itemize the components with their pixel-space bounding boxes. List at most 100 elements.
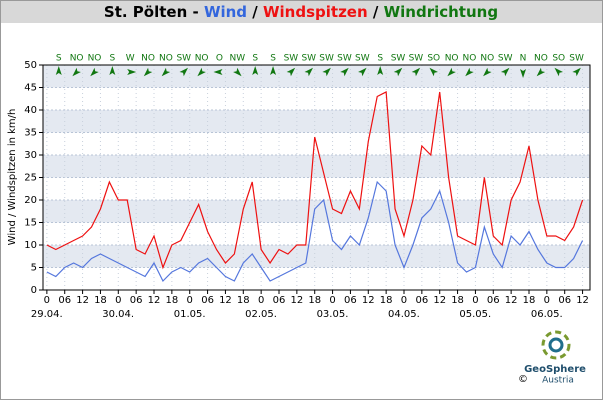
direction-label: NO [463, 54, 477, 64]
x-tick-label: 0 [44, 295, 50, 306]
direction-label: SW [355, 54, 370, 64]
direction-arrow [393, 67, 403, 77]
date-label: 02.05. [245, 309, 277, 320]
x-tick-label: 18 [94, 295, 107, 306]
direction-arrow [161, 67, 171, 77]
direction-label: NO [70, 54, 84, 64]
direction-label: NO [159, 54, 173, 64]
x-tick-label: 06 [130, 295, 143, 306]
direction-arrow [90, 67, 99, 77]
direction-arrow [572, 67, 581, 77]
direction-arrow [109, 66, 116, 75]
direction-arrow [286, 67, 296, 77]
plot-border [42, 64, 591, 291]
x-tick-label: 0 [115, 295, 121, 306]
x-tick-label: 06 [201, 295, 214, 306]
y-tick-label: 0 [31, 285, 37, 296]
logo-sub: Austria [542, 376, 574, 386]
direction-arrow [536, 67, 546, 77]
direction-label: S [252, 54, 258, 64]
direction-arrow [520, 69, 527, 78]
x-tick-label: 18 [237, 295, 250, 306]
direction-arrow [270, 66, 277, 75]
direction-label: SW [301, 54, 316, 64]
x-tick-label: 12 [219, 295, 232, 306]
direction-arrow [233, 67, 242, 77]
direction-label: NO [141, 54, 155, 64]
x-tick-label: 06 [558, 295, 571, 306]
direction-arrow [304, 67, 314, 77]
direction-arrow [411, 67, 421, 77]
x-tick-label: 0 [187, 295, 193, 306]
direction-label: S [270, 54, 276, 64]
direction-label: NW [230, 54, 246, 64]
logo-mark [541, 330, 571, 360]
date-label: 05.05. [459, 309, 491, 320]
y-tick-label: 35 [24, 128, 37, 139]
grid-band [43, 110, 590, 133]
x-tick-label: 06 [273, 295, 286, 306]
y-tick-label: 30 [24, 150, 37, 161]
direction-label: SW [337, 54, 352, 64]
logo [541, 330, 571, 360]
direction-arrow [179, 67, 189, 77]
direction-arrow [197, 67, 206, 77]
y-tick-label: 5 [31, 263, 37, 274]
direction-label: NO [480, 54, 494, 64]
x-tick-label: 12 [290, 295, 303, 306]
direction-arrow [213, 69, 223, 75]
direction-label: SW [176, 54, 191, 64]
y-tick-label: 25 [24, 173, 37, 184]
line-series [46, 180, 584, 283]
line-series [46, 91, 584, 270]
direction-arrow [127, 69, 137, 75]
date-label: 29.04. [31, 309, 63, 320]
direction-arrow [72, 67, 81, 77]
direction-arrow [322, 67, 331, 77]
direction-label: W [126, 54, 135, 64]
title-bar [1, 1, 602, 23]
x-tick-label: 18 [165, 295, 178, 306]
direction-label: NO [195, 54, 209, 64]
direction-label: S [377, 54, 383, 64]
direction-label: N [520, 54, 527, 64]
x-tick-label: 18 [380, 295, 393, 306]
y-tick-label: 45 [24, 83, 37, 94]
x-tick-label: 06 [415, 295, 428, 306]
direction-arrow [465, 67, 474, 77]
direction-label: SW [498, 54, 513, 64]
date-label: 06.05. [531, 309, 563, 320]
y-tick-label: 10 [24, 240, 37, 251]
direction-label: SW [284, 54, 299, 64]
direction-label: SO [552, 54, 565, 64]
direction-arrow [429, 67, 438, 77]
copyright: © [518, 374, 528, 385]
x-tick-label: 18 [451, 295, 464, 306]
x-tick-label: 12 [505, 295, 518, 306]
x-tick-label: 12 [576, 295, 589, 306]
x-tick-label: 06 [487, 295, 500, 306]
x-tick-label: 06 [58, 295, 71, 306]
direction-arrow [554, 67, 563, 77]
y-tick-label: 15 [24, 218, 37, 229]
x-tick-label: 0 [329, 295, 335, 306]
x-tick-label: 12 [433, 295, 446, 306]
direction-arrow [483, 67, 492, 77]
grid-band [43, 245, 590, 268]
grid-band [43, 65, 590, 88]
direction-arrow [358, 67, 367, 77]
x-tick-label: 18 [308, 295, 321, 306]
title-part: / [247, 3, 263, 21]
title-part: St. Pölten - [104, 3, 204, 21]
direction-arrow [377, 66, 384, 75]
x-tick-label: 12 [362, 295, 375, 306]
x-tick-label: 0 [258, 295, 264, 306]
grid-band [43, 155, 590, 178]
x-tick-label: 06 [344, 295, 357, 306]
x-tick-label: 18 [523, 295, 536, 306]
direction-arrow [55, 66, 62, 75]
chart-title: St. Pölten - Wind / Windspitzen / Windri… [104, 3, 498, 21]
title-part: Windspitzen [263, 3, 368, 21]
logo-mark [548, 337, 564, 353]
